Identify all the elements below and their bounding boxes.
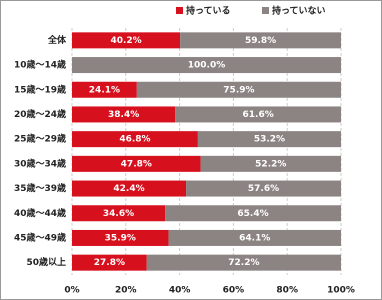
- value-label: 59.8%: [245, 36, 276, 46]
- x-tick-label: 20%: [115, 286, 137, 296]
- value-label: 52.2%: [255, 159, 286, 169]
- x-tick-label: 80%: [276, 286, 298, 296]
- y-tick-label: 全体: [47, 34, 67, 46]
- y-tick-label: 25歳～29歳: [14, 133, 66, 145]
- y-tick-label: 30歳～34歳: [14, 157, 66, 169]
- value-label: 47.8%: [121, 159, 152, 169]
- value-label: 65.4%: [237, 209, 268, 219]
- x-tick-label: 60%: [223, 286, 245, 296]
- value-label: 61.6%: [243, 110, 274, 120]
- legend-label: 持っている: [186, 5, 231, 17]
- bar-segment: [72, 81, 137, 98]
- value-label: 35.9%: [105, 233, 136, 243]
- y-tick-label: 20歳～24歳: [14, 108, 66, 120]
- bar-segment: [186, 180, 341, 197]
- bar-segment: [72, 180, 187, 197]
- value-label: 24.1%: [89, 85, 120, 95]
- y-tick-label: 45歳～49歳: [14, 231, 66, 243]
- value-label: 72.2%: [228, 258, 259, 268]
- bar-segment: [197, 131, 341, 148]
- bar-segment: [180, 32, 341, 49]
- value-label: 53.2%: [254, 135, 285, 145]
- value-label: 42.4%: [113, 184, 144, 194]
- y-tick-label: 15歳～19歳: [14, 83, 66, 95]
- bar-segment: [175, 106, 341, 123]
- bar-segment: [72, 205, 166, 222]
- y-tick-label: 50歳以上: [26, 256, 66, 268]
- value-label: 57.6%: [248, 184, 279, 194]
- value-label: 27.8%: [94, 258, 125, 268]
- bar-segment: [72, 57, 341, 74]
- bar-segment: [72, 131, 198, 148]
- value-label: 75.9%: [223, 85, 254, 95]
- y-tick-label: 40歳～44歳: [14, 207, 66, 219]
- bar-segment: [146, 254, 341, 271]
- value-label: 40.2%: [110, 36, 141, 46]
- bar-segment: [165, 205, 341, 222]
- bar-segment: [72, 155, 201, 172]
- bar-segment: [72, 106, 176, 123]
- bar-segment: [72, 254, 147, 271]
- value-label: 38.4%: [108, 110, 139, 120]
- bar-segment: [168, 229, 341, 246]
- x-tick-label: 100%: [327, 286, 355, 296]
- y-tick-label: 35歳～39歳: [14, 182, 66, 194]
- legend-swatch: [176, 7, 183, 14]
- bar-segment: [200, 155, 341, 172]
- x-tick-label: 0%: [64, 286, 79, 296]
- x-tick-label: 40%: [169, 286, 191, 296]
- value-label: 64.1%: [239, 233, 270, 243]
- bar-segment: [72, 32, 181, 49]
- bar-segment: [72, 229, 169, 246]
- legend-label: 持っていない: [272, 5, 326, 17]
- value-label: 46.8%: [119, 135, 150, 145]
- y-tick-label: 10歳～14歳: [14, 59, 66, 71]
- legend-swatch: [262, 7, 269, 14]
- value-label: 34.6%: [103, 209, 134, 219]
- bar-segment: [136, 81, 341, 98]
- value-label: 100.0%: [188, 61, 226, 71]
